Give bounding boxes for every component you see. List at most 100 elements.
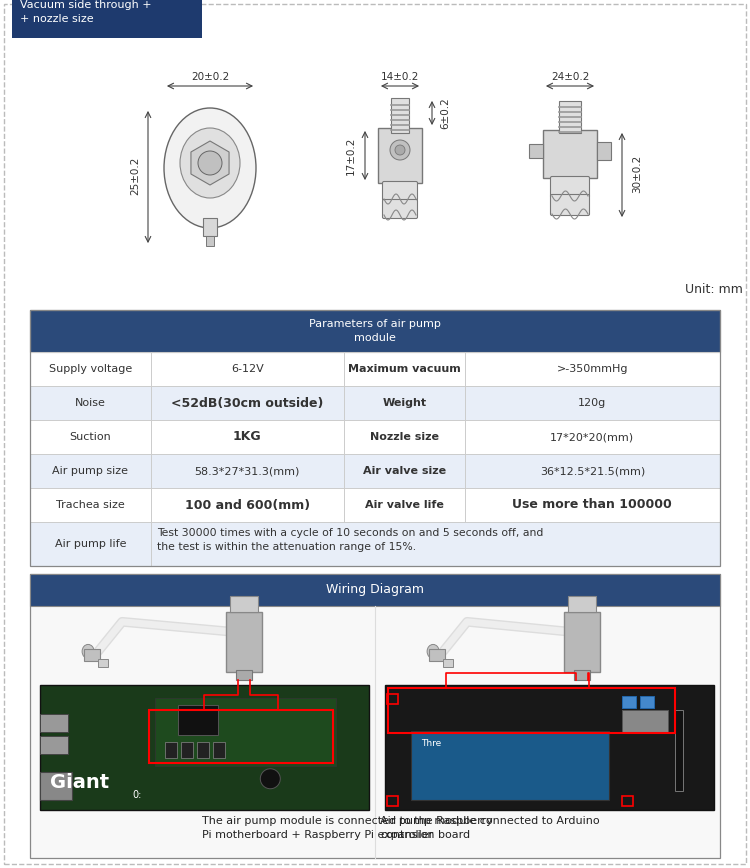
Bar: [543, 130, 597, 178]
Text: 120g: 120g: [578, 398, 607, 408]
Circle shape: [198, 151, 222, 175]
Bar: [203, 218, 217, 236]
Bar: [30, 488, 720, 522]
Text: Air valve size: Air valve size: [363, 466, 446, 476]
Bar: [622, 710, 668, 733]
Text: 17±0.2: 17±0.2: [346, 137, 356, 175]
Bar: [230, 595, 258, 612]
Bar: [165, 741, 177, 758]
Text: <52dB(30cm outside): <52dB(30cm outside): [171, 397, 323, 410]
Text: Suction: Suction: [70, 432, 111, 442]
Text: Thre: Thre: [422, 740, 442, 748]
FancyBboxPatch shape: [382, 200, 418, 219]
Ellipse shape: [82, 644, 94, 659]
Text: Trachea size: Trachea size: [56, 500, 125, 510]
Bar: [529, 144, 543, 158]
Bar: [197, 741, 209, 758]
Bar: [30, 310, 720, 566]
Text: 100 and 600(mm): 100 and 600(mm): [184, 498, 310, 511]
Circle shape: [390, 140, 410, 160]
Bar: [236, 669, 252, 680]
Bar: [622, 796, 633, 806]
Text: 24±0.2: 24±0.2: [550, 72, 590, 82]
Bar: [213, 741, 225, 758]
Circle shape: [395, 145, 405, 155]
Text: 25±0.2: 25±0.2: [130, 157, 140, 195]
Ellipse shape: [164, 108, 256, 228]
Bar: [30, 352, 720, 386]
Bar: [30, 522, 720, 566]
Text: Supply voltage: Supply voltage: [49, 364, 132, 374]
Text: Weight: Weight: [382, 398, 427, 408]
Bar: [155, 698, 336, 766]
Text: 6±0.2: 6±0.2: [440, 97, 450, 128]
Bar: [40, 772, 72, 800]
Bar: [597, 142, 611, 160]
Bar: [12, 0, 202, 38]
Bar: [378, 128, 422, 183]
Bar: [568, 595, 596, 612]
Text: Air valve life: Air valve life: [365, 500, 444, 510]
Text: The air pump module is connected to the Raspberry
Pi motherboard + Raspberry Pi : The air pump module is connected to the …: [202, 816, 494, 840]
Bar: [559, 101, 581, 133]
Text: Noise: Noise: [75, 398, 106, 408]
Bar: [30, 454, 720, 488]
Text: 20±0.2: 20±0.2: [190, 72, 230, 82]
Bar: [40, 685, 369, 810]
Bar: [30, 574, 720, 858]
Bar: [30, 574, 720, 606]
Ellipse shape: [427, 644, 439, 659]
Text: 0:: 0:: [132, 790, 142, 800]
Bar: [30, 420, 720, 454]
Text: 6-12V: 6-12V: [231, 364, 264, 374]
Bar: [40, 713, 68, 732]
Bar: [574, 669, 590, 680]
Text: 14±0.2: 14±0.2: [381, 72, 419, 82]
Text: Air pump life: Air pump life: [55, 539, 126, 549]
Bar: [30, 386, 720, 420]
Text: Parameters of air pump
module: Parameters of air pump module: [309, 319, 441, 343]
Bar: [387, 694, 398, 704]
Bar: [148, 710, 333, 762]
Bar: [385, 685, 714, 810]
Bar: [622, 695, 636, 707]
Text: Wiring Diagram: Wiring Diagram: [326, 583, 424, 596]
Bar: [564, 612, 600, 672]
Bar: [443, 660, 453, 667]
Ellipse shape: [180, 128, 240, 198]
Circle shape: [260, 769, 280, 789]
FancyBboxPatch shape: [550, 176, 590, 198]
Polygon shape: [191, 141, 229, 185]
Text: 30±0.2: 30±0.2: [632, 155, 642, 193]
Text: Nozzle size: Nozzle size: [370, 432, 439, 442]
Bar: [411, 731, 609, 800]
Text: 36*12.5*21.5(mm): 36*12.5*21.5(mm): [540, 466, 645, 476]
Text: Maximum vacuum: Maximum vacuum: [348, 364, 460, 374]
Text: Air pump module connected to Arduino
controller: Air pump module connected to Arduino con…: [380, 816, 600, 840]
Bar: [226, 612, 262, 672]
Text: 17*20*20(mm): 17*20*20(mm): [550, 432, 634, 442]
FancyBboxPatch shape: [382, 181, 418, 201]
Bar: [674, 710, 682, 792]
Text: 58.3*27*31.3(mm): 58.3*27*31.3(mm): [195, 466, 300, 476]
Text: Test 30000 times with a cycle of 10 seconds on and 5 seconds off, and
the test i: Test 30000 times with a cycle of 10 seco…: [157, 528, 543, 552]
Text: Unit: mm: Unit: mm: [685, 283, 742, 296]
Bar: [30, 310, 720, 352]
Text: 1KG: 1KG: [233, 431, 262, 444]
Text: Use more than 100000: Use more than 100000: [512, 498, 672, 511]
Text: Air pump size: Air pump size: [53, 466, 128, 476]
Bar: [387, 796, 398, 806]
Bar: [640, 695, 654, 707]
Text: Vacuum side through +
+ nozzle size: Vacuum side through + + nozzle size: [20, 0, 152, 23]
Bar: [98, 660, 108, 667]
Text: >-350mmHg: >-350mmHg: [556, 364, 628, 374]
Bar: [84, 649, 100, 661]
Bar: [391, 98, 409, 133]
Bar: [206, 236, 214, 246]
Bar: [178, 705, 218, 735]
FancyBboxPatch shape: [550, 194, 590, 215]
Text: Giant: Giant: [50, 773, 110, 792]
Bar: [388, 687, 674, 733]
Bar: [181, 741, 193, 758]
Bar: [40, 736, 68, 753]
